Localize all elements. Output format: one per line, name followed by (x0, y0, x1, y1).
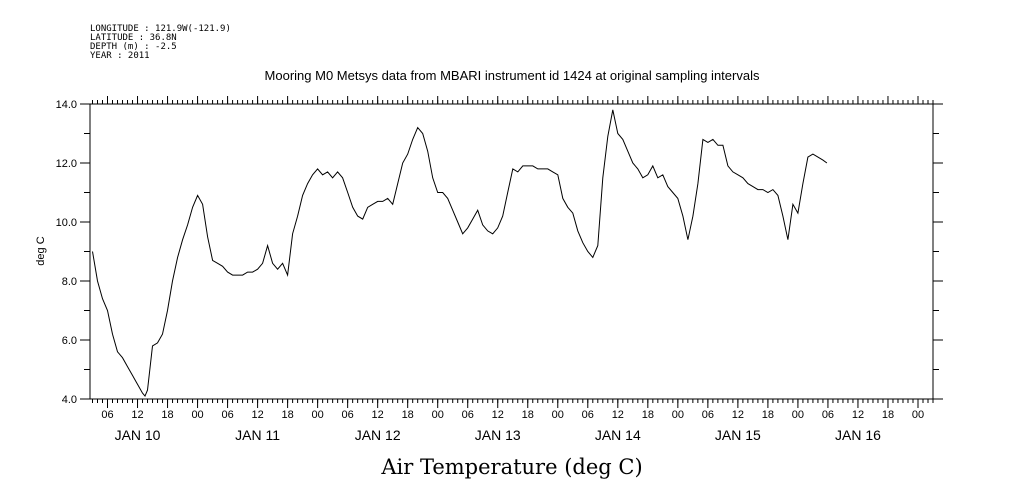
x-day-label: JAN 15 (715, 427, 761, 443)
x-day-label: JAN 16 (835, 427, 881, 443)
y-tick-label: 12.0 (56, 158, 77, 170)
depth-label: DEPTH (m) : -2.5 (90, 42, 177, 52)
x-hour-label: 12 (372, 409, 384, 421)
x-hour-label: 00 (672, 409, 684, 421)
x-hour-label: 00 (552, 409, 564, 421)
x-hour-label: 18 (402, 409, 414, 421)
air-temperature-line (92, 109, 828, 398)
x-hour-label: 18 (762, 409, 774, 421)
x-hour-label: 12 (251, 409, 263, 421)
longitude-label: LONGITUDE : 121.9W(-121.9) (90, 24, 231, 34)
x-hour-label: 06 (702, 409, 714, 421)
x-hour-label: 00 (432, 409, 444, 421)
y-axis-label: deg C (35, 236, 47, 265)
x-day-label: JAN 13 (475, 427, 521, 443)
x-hour-label: 12 (852, 409, 864, 421)
x-hour-label: 06 (582, 409, 594, 421)
x-hour-label: 18 (161, 409, 173, 421)
latitude-label: LATITUDE : 36.8N (90, 33, 177, 43)
x-day-label: JAN 14 (595, 427, 641, 443)
x-day-label: JAN 11 (235, 427, 280, 443)
x-hour-label: 06 (101, 409, 113, 421)
plot-frame (89, 103, 934, 400)
x-hour-label: 06 (221, 409, 233, 421)
y-axis: 4.0 6.0 8.0 10.0 12.0 14.0 (56, 99, 943, 406)
x-hour-label: 06 (462, 409, 474, 421)
x-hour-label: 12 (612, 409, 624, 421)
y-tick-label: 10.0 (56, 217, 77, 229)
y-tick-label: 6.0 (62, 335, 77, 347)
x-hour-label: 00 (792, 409, 804, 421)
footer-title: Air Temperature (deg C) (380, 455, 642, 479)
chart-title: Mooring M0 Metsys data from MBARI instru… (265, 68, 760, 83)
minor-ticks (92, 100, 934, 403)
x-hour-label: 12 (492, 409, 504, 421)
x-hour-label: 12 (131, 409, 143, 421)
x-hour-label: 06 (822, 409, 834, 421)
x-hour-label: 18 (642, 409, 654, 421)
y-tick-label: 4.0 (62, 394, 77, 406)
x-hour-label: 18 (281, 409, 293, 421)
y-tick-label: 14.0 (56, 99, 77, 111)
x-axis: 06 12 18 00 06 12 18 00 06 12 18 00 06 12 18 00 06 12 18 00… (101, 96, 924, 443)
x-hour-label: 18 (522, 409, 534, 421)
x-day-label: JAN 12 (355, 427, 401, 443)
x-hour-label: 18 (882, 409, 894, 421)
x-hour-label: 12 (732, 409, 744, 421)
x-hour-label: 00 (312, 409, 324, 421)
x-hour-label: 00 (912, 409, 924, 421)
y-tick-label: 8.0 (62, 276, 77, 288)
year-label: YEAR : 2011 (90, 51, 150, 61)
x-hour-label: 06 (342, 409, 354, 421)
x-hour-label: 00 (191, 409, 203, 421)
x-day-label: JAN 10 (115, 427, 161, 443)
